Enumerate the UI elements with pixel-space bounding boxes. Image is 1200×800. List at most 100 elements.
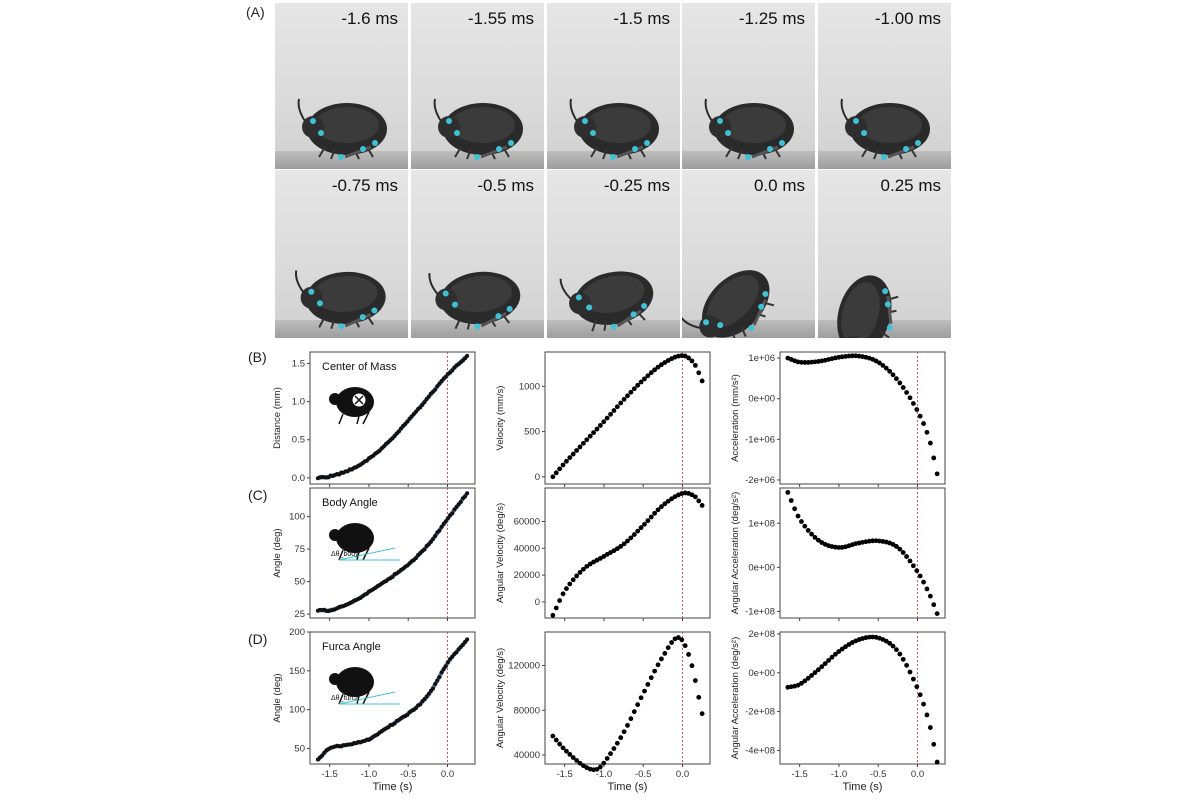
data-point [649,515,654,520]
x-tick-label: 0.0 [441,769,454,780]
data-point [789,498,794,503]
data-point [928,725,933,730]
data-point [618,735,623,740]
data-point [931,602,936,607]
data-point [925,713,930,718]
data-point [465,637,469,641]
data-point [550,474,555,479]
y-axis-label: Angular Velocity (deg/s) [495,503,506,603]
data-point [696,498,701,503]
y-tick-label: 1.0 [292,397,305,408]
data-point [806,528,811,533]
data-point [615,404,620,409]
data-point [564,459,569,464]
angle-symbol: Δθ_furca [331,695,359,702]
data-point [911,563,916,568]
data-point [904,554,909,559]
data-point [928,441,933,446]
data-point [435,679,439,683]
data-point [615,741,620,746]
data-point [440,670,444,674]
inset-springtail-head [329,673,341,685]
data-point [444,664,448,668]
x-axis-label: Time (s) [608,781,648,793]
y-tick-label: 200 [289,627,305,638]
data-point [693,678,698,683]
y-tick-label: -4e+08 [745,745,775,756]
y-axis-label: Distance (mm) [272,387,283,449]
y-tick-label: 2e+08 [748,629,775,640]
y-tick-label: 40000 [514,750,540,761]
data-point [891,644,896,649]
data-point [645,682,650,687]
angle-symbol: Δθ_body [331,551,359,558]
y-tick-label: 0 [535,472,540,483]
y-tick-label: -2e+06 [745,475,775,486]
data-point [914,568,919,573]
y-tick-label: 100 [289,512,305,523]
data-point [433,534,437,538]
y-tick-label: 0 [535,597,540,608]
data-point [935,471,940,476]
x-tick-label: -1.5 [791,769,807,780]
data-point [897,547,902,552]
data-point [925,430,930,435]
data-point [908,670,913,675]
y-tick-label: 120000 [508,661,540,672]
data-point [561,591,566,596]
data-point [612,746,617,751]
data-point [897,652,902,657]
y-tick-label: 0e+00 [748,668,775,679]
x-tick-label: -1.0 [361,769,377,780]
data-point [901,550,906,555]
data-point [914,684,919,689]
data-point [431,687,435,691]
data-point [625,723,630,728]
data-point [700,379,705,384]
x-axis-label: Time (s) [373,781,413,793]
y-tick-label: 500 [524,427,540,438]
data-point [683,643,688,648]
plot-frame [545,488,710,618]
data-point [554,738,559,743]
data-point [578,445,583,450]
data-point [598,423,603,428]
data-point [622,397,627,402]
y-axis-label: Angle (deg) [272,673,283,722]
data-point [437,675,441,679]
panel-label: (D) [248,631,267,647]
data-point [901,657,906,662]
data-point [921,702,926,707]
x-tick-label: -0.5 [870,769,886,780]
y-tick-label: 50 [294,743,305,754]
plot-frame [780,488,945,618]
plot-frame [545,352,710,484]
data-point [433,682,437,686]
data-point [459,500,463,504]
data-point [571,452,576,457]
data-point [561,463,566,468]
data-point [601,761,606,766]
data-point [904,663,909,668]
data-point [918,692,923,697]
y-tick-label: 75 [294,544,305,555]
data-point [557,598,562,603]
data-point [935,611,940,616]
data-point [628,390,633,395]
data-point [437,529,441,533]
data-point [463,495,467,499]
data-point [612,408,617,413]
data-point [652,669,657,674]
data-point [465,354,469,358]
x-tick-label: 0.0 [676,769,689,780]
data-point [666,645,671,650]
data-point [632,709,637,714]
data-point [574,574,579,579]
data-point [639,525,644,530]
data-point [662,651,667,656]
data-point [921,421,926,426]
data-point [690,663,695,668]
y-tick-label: 1.5 [292,358,305,369]
data-point [679,637,684,642]
